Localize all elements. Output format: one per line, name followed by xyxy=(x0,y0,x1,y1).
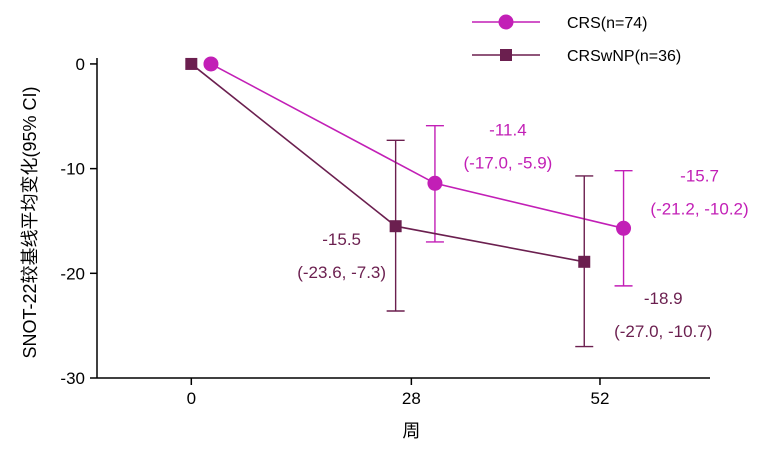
data-point-circle xyxy=(203,56,219,72)
data-label-ci: (-21.2, -10.2) xyxy=(650,199,748,218)
legend-entry-0: CRS(n=74) xyxy=(472,14,647,32)
legend-marker-square xyxy=(500,49,512,61)
y-ticks: 0 -10 -20 -30 xyxy=(60,55,97,388)
series-0: -11.4 (-17.0, -5.9) -15.7 (-21.2, -10.2) xyxy=(203,56,749,287)
legend-label: CRSwNP(n=36) xyxy=(567,48,681,65)
data-point-square xyxy=(389,220,402,233)
data-label-value: -15.5 xyxy=(322,230,361,249)
y-axis-title: SNOT-22较基线平均变化(95% CI) xyxy=(20,86,40,358)
data-point-square xyxy=(578,255,591,268)
x-tick-label: 28 xyxy=(402,389,421,408)
data-label-value: -11.4 xyxy=(489,120,527,139)
data-point-circle xyxy=(427,175,443,191)
x-ticks: 0 28 52 xyxy=(187,378,610,408)
data-label-ci: (-27.0, -10.7) xyxy=(614,322,712,341)
series-layer: -11.4(-17.0, -5.9)-15.7(-21.2, -10.2)-15… xyxy=(185,56,749,348)
x-tick-label: 52 xyxy=(591,389,610,408)
data-point-circle xyxy=(616,220,632,236)
data-label-value: -18.9 xyxy=(644,289,683,308)
y-tick-label: -10 xyxy=(60,160,85,179)
y-tick-label: -20 xyxy=(60,264,85,283)
legend: CRS(n=74) CRSwNP(n=36) xyxy=(472,14,681,65)
axes: 0-10-20-30 0 28 52 SNOT-22较基线平均变化(95% CI) … xyxy=(20,55,710,441)
data-label-value: -15.7 xyxy=(680,166,719,185)
legend-label: CRS(n=74) xyxy=(567,15,647,32)
data-label-ci: (-17.0, -5.9) xyxy=(464,153,553,172)
x-axis-title: 周 xyxy=(402,421,420,441)
y-tick-label: 0 xyxy=(76,55,85,74)
data-point-square xyxy=(185,57,198,70)
y-tick-label: -30 xyxy=(60,369,85,388)
series-line xyxy=(210,63,624,230)
legend-marker-circle xyxy=(498,14,514,30)
legend-entry-1: CRSwNP(n=36) xyxy=(472,48,681,65)
x-tick-label: 0 xyxy=(187,389,196,408)
series-1: -15.5 (-23.6, -7.3) -18.9 (-27.0, -10.7) xyxy=(185,57,712,348)
data-label-ci: (-23.6, -7.3) xyxy=(297,263,386,282)
